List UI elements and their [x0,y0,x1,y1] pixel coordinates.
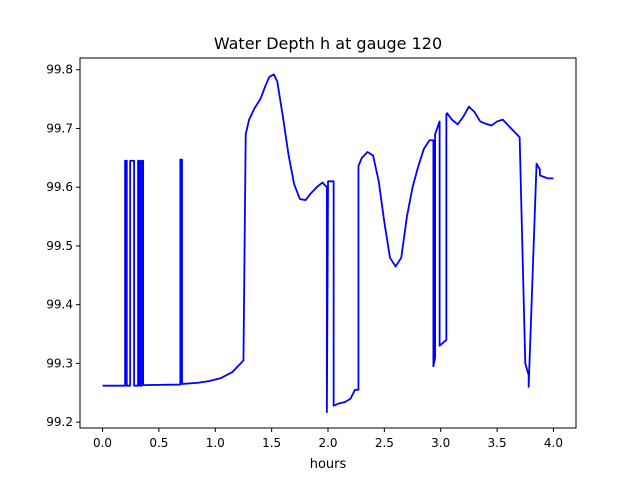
y-tick-label: 99.4 [46,298,73,312]
series-layer [102,73,554,414]
y-tick-label: 99.3 [46,356,73,370]
x-axis-label: hours [310,457,347,472]
x-tick-label: 3.0 [431,436,450,450]
x-tick-label: 1.5 [262,436,281,450]
y-tick-label: 99.7 [46,121,73,135]
chart-title: Water Depth h at gauge 120 [214,34,442,53]
x-tick-label: 1.0 [206,436,225,450]
y-tick-label: 99.5 [46,239,73,253]
y-tick-label: 99.2 [46,415,73,429]
y-tick-label: 99.8 [46,63,73,77]
x-tick-label: 3.5 [488,436,507,450]
x-tick-label: 2.5 [375,436,394,450]
y-axis-ticks: 99.2 99.3 99.4 99.5 99.6 99.7 99.8 [46,63,80,429]
x-tick-label: 0.5 [149,436,168,450]
y-tick-label: 99.6 [46,180,73,194]
x-tick-label: 0.0 [93,436,112,450]
plot-area-frame [79,57,577,429]
series-line [102,73,554,414]
x-tick-label: 2.0 [318,436,337,450]
x-tick-label: 4.0 [544,436,563,450]
x-axis-ticks: 0.0 0.5 1.0 1.5 2.0 2.5 3.0 3.5 4.0 [93,428,563,450]
